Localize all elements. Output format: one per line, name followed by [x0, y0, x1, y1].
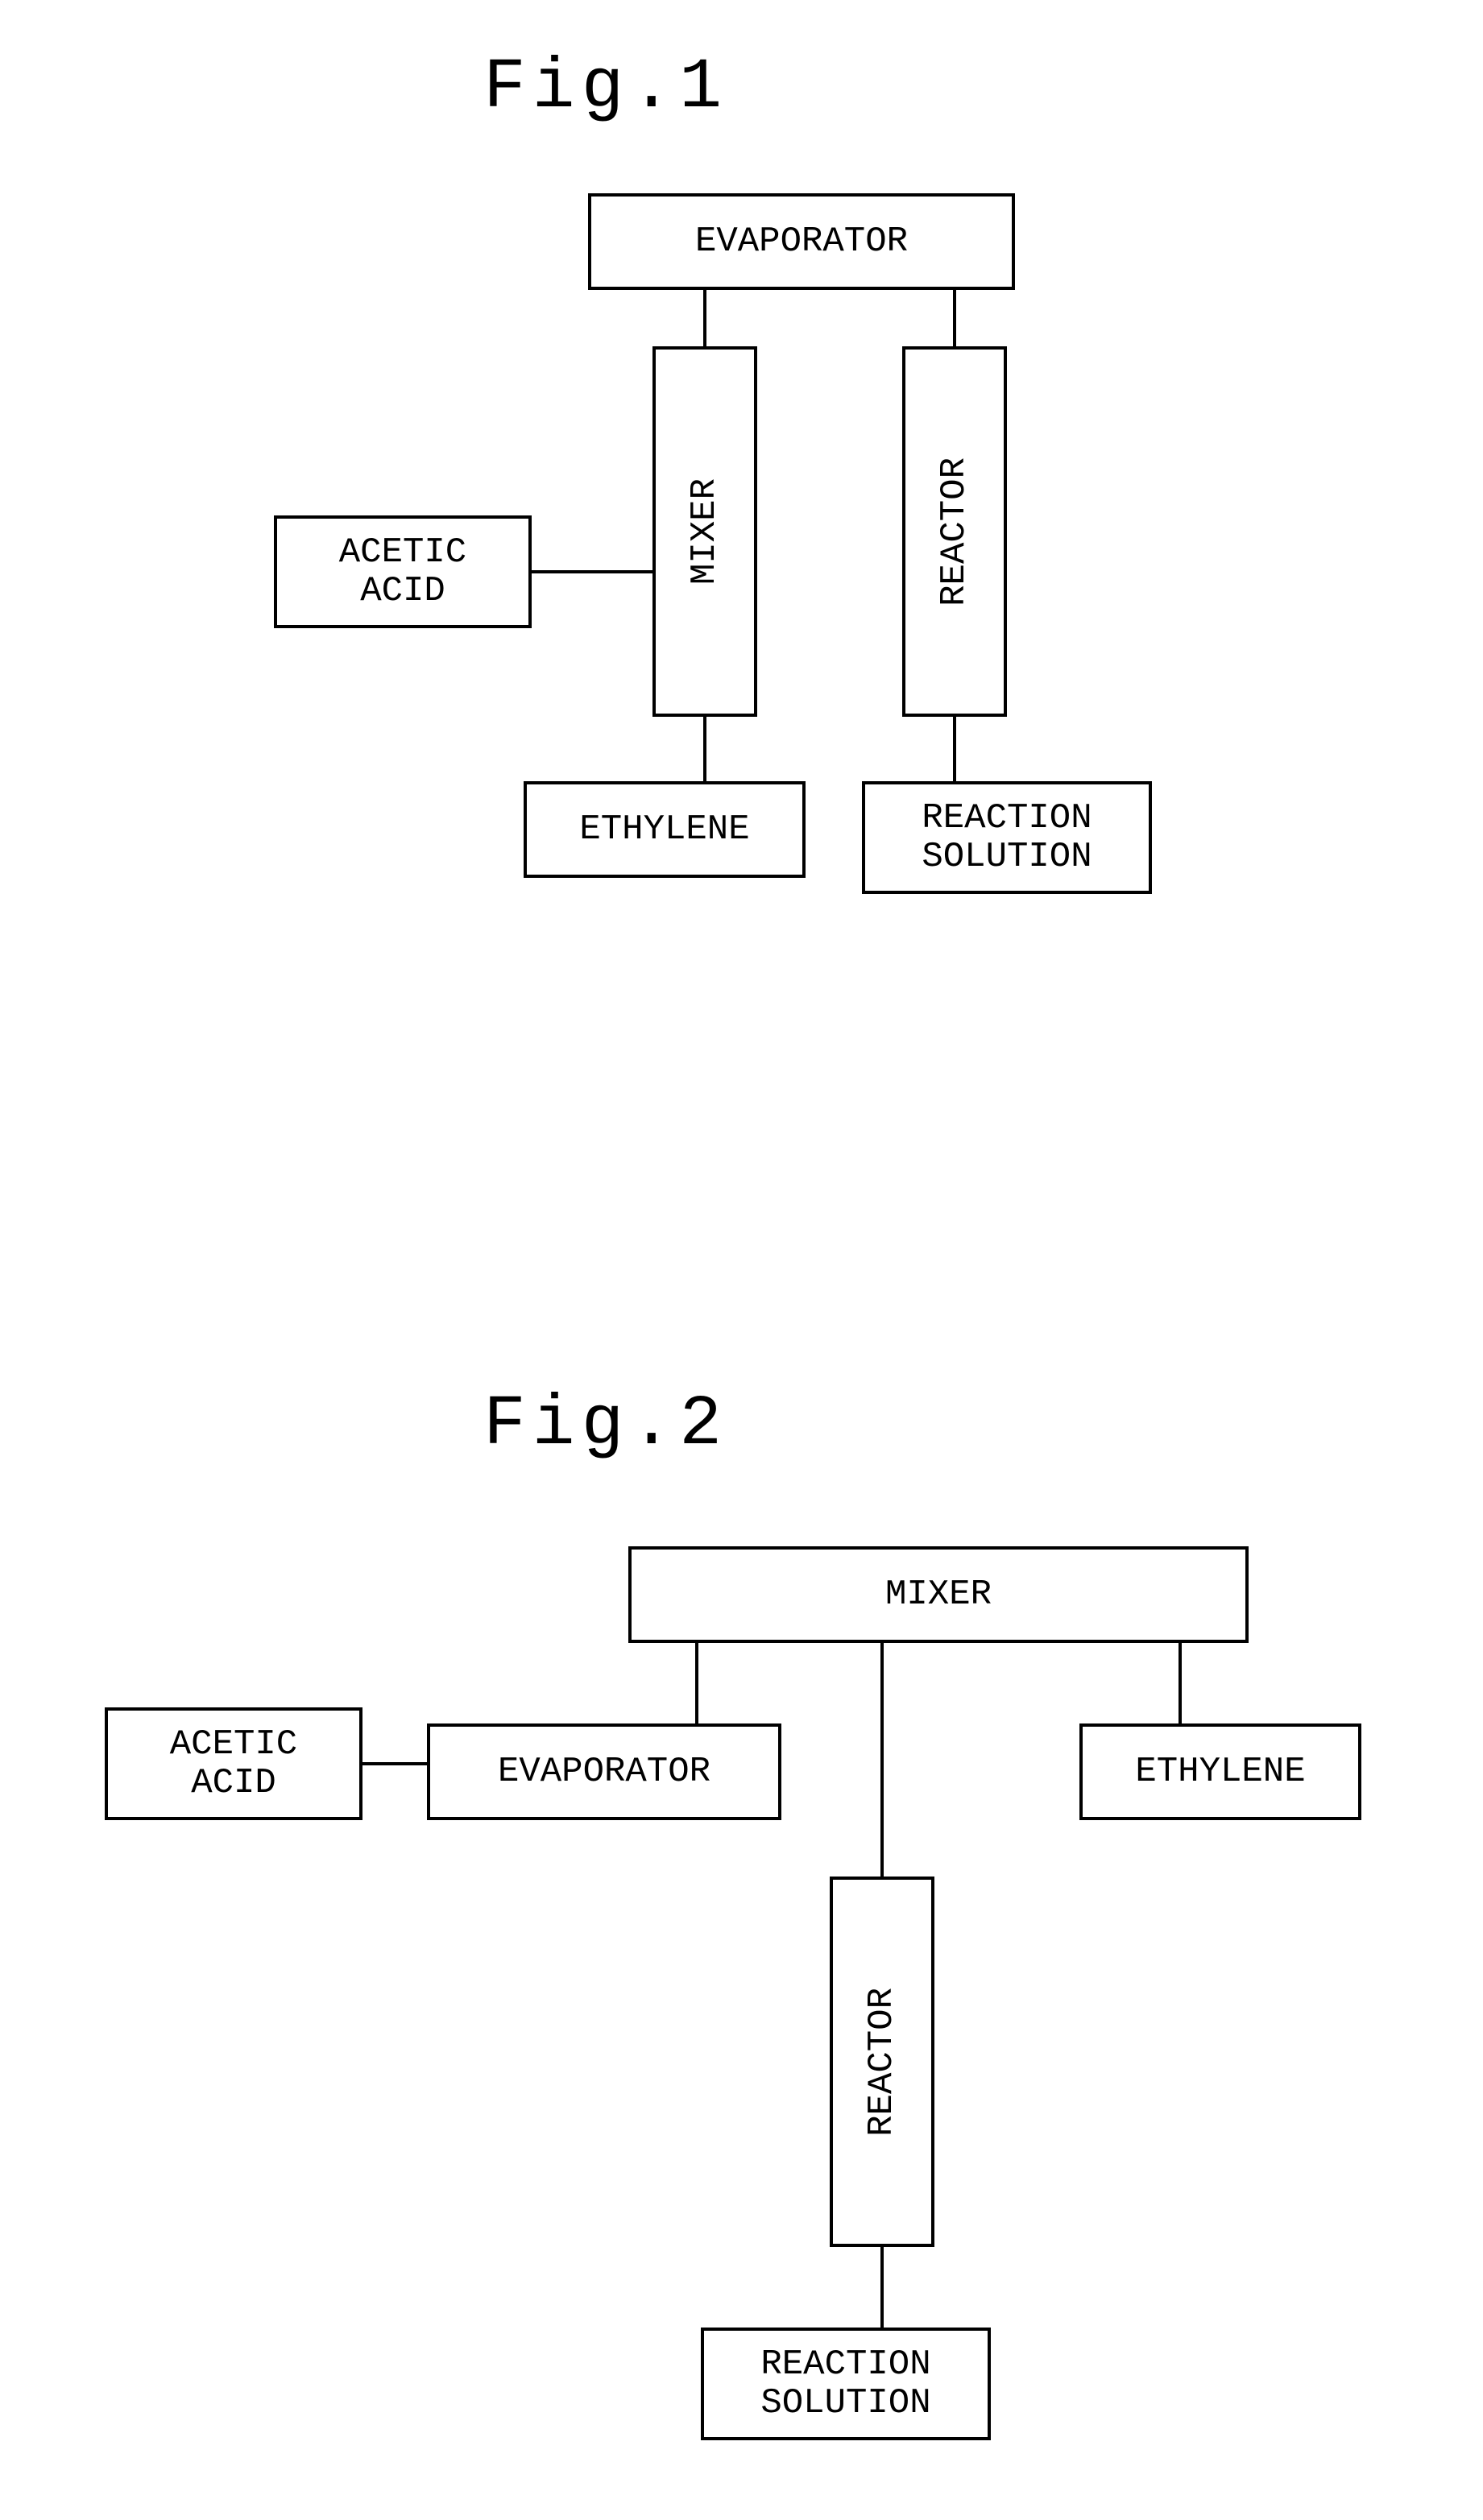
- fig1-evaporator-label: EVAPORATOR: [695, 222, 908, 261]
- fig2-acetic-label: ACETIC ACID: [170, 1725, 297, 1803]
- fig2-line-reactor-reaction: [880, 2247, 884, 2328]
- fig2-acetic-acid: ACETIC ACID: [105, 1707, 362, 1820]
- fig1-mixer: MIXER: [652, 346, 757, 717]
- fig1-title: Fig.1: [483, 48, 728, 128]
- fig1-mixer-label: MIXER: [686, 478, 724, 585]
- fig2-ethylene-label: ETHYLENE: [1135, 1752, 1305, 1791]
- fig2-reactor-label: REACTOR: [863, 1988, 901, 2137]
- fig2-mixer-label: MIXER: [885, 1575, 992, 1614]
- fig1-ethylene-label: ETHYLENE: [579, 810, 749, 849]
- fig2-reaction-solution: REACTION SOLUTION: [701, 2328, 991, 2440]
- fig2-line-evap-mixer: [695, 1643, 698, 1723]
- fig2-line-acetic-evap: [362, 1762, 427, 1765]
- fig2-line-ethylene-mixer: [1179, 1643, 1182, 1723]
- fig1-reaction-solution: REACTION SOLUTION: [862, 781, 1152, 894]
- fig2-line-mixer-reactor: [880, 1643, 884, 1877]
- fig2-evaporator: EVAPORATOR: [427, 1723, 781, 1820]
- fig1-reactor: REACTOR: [902, 346, 1007, 717]
- fig2-evaporator-label: EVAPORATOR: [498, 1752, 710, 1791]
- fig1-ethylene: ETHYLENE: [524, 781, 806, 878]
- fig2-title: Fig.2: [483, 1385, 728, 1465]
- fig1-line-evap-reactor: [953, 290, 956, 346]
- fig1-evaporator: EVAPORATOR: [588, 193, 1015, 290]
- fig1-reaction-label: REACTION SOLUTION: [922, 799, 1092, 877]
- fig1-acetic-label: ACETIC ACID: [339, 533, 466, 611]
- fig1-line-mixer-ethylene: [703, 717, 706, 781]
- fig1-line-evap-mixer: [703, 290, 706, 346]
- fig2-reaction-label: REACTION SOLUTION: [760, 2345, 930, 2423]
- fig1-reactor-label: REACTOR: [935, 457, 974, 606]
- fig2-ethylene: ETHYLENE: [1079, 1723, 1361, 1820]
- fig2-mixer: MIXER: [628, 1546, 1249, 1643]
- fig1-line-acetic-mixer: [532, 570, 652, 573]
- fig1-line-reactor-reaction: [953, 717, 956, 781]
- page: Fig.1 EVAPORATOR MIXER REACTOR ACETIC AC…: [0, 0, 1483, 2520]
- fig2-reactor: REACTOR: [830, 1877, 934, 2247]
- fig1-acetic-acid: ACETIC ACID: [274, 515, 532, 628]
